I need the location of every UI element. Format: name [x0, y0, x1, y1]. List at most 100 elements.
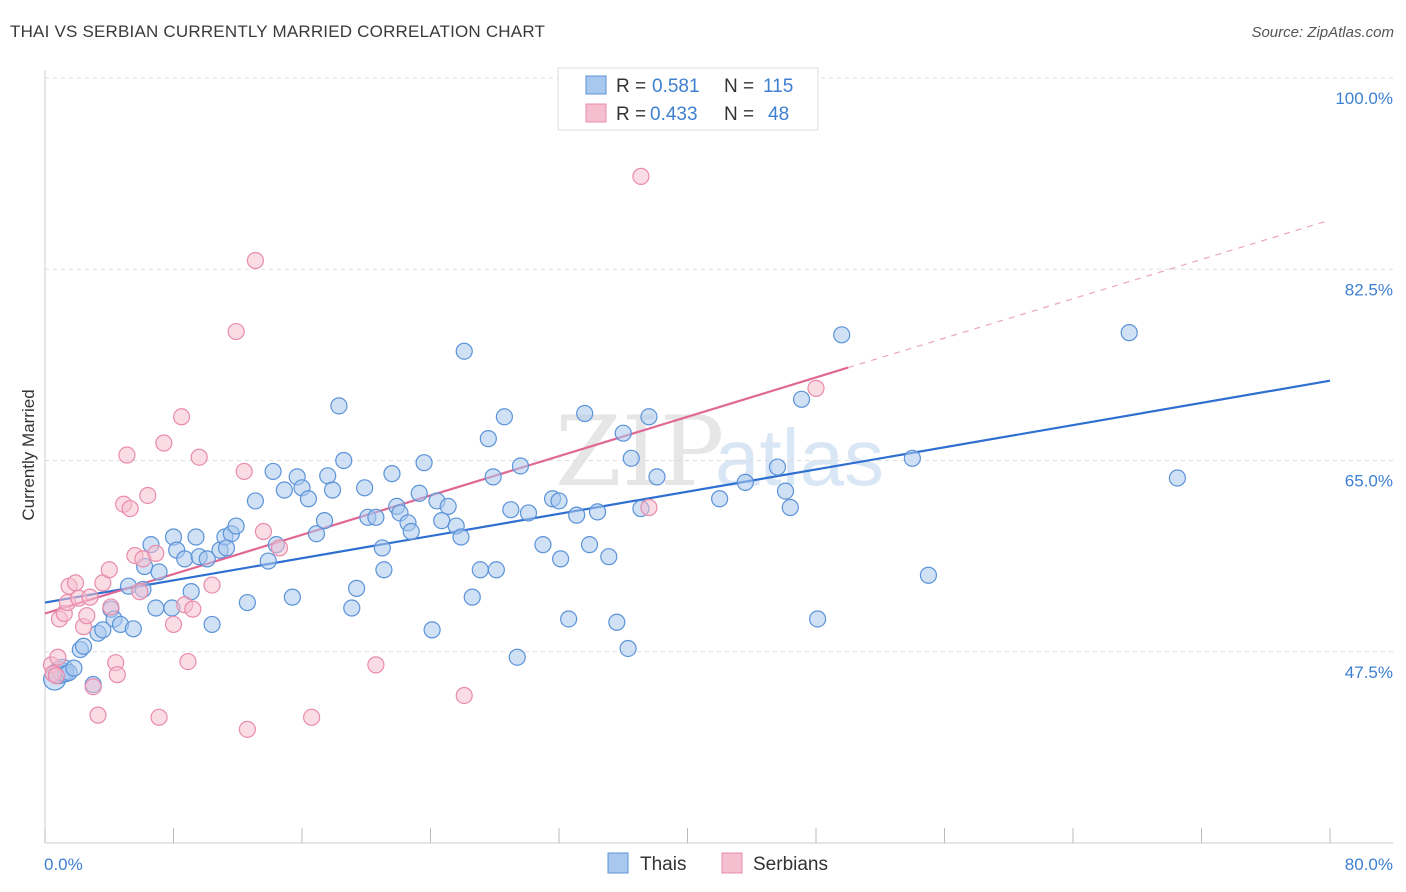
thai-point-105: [809, 610, 827, 628]
thai-point-36: [246, 492, 265, 510]
thai-point-85: [552, 550, 570, 568]
tick-labels: 47.5% 65.0% 82.5% 100.0% 0.0% 80.0%: [44, 89, 1393, 874]
serbian-point-33: [179, 652, 197, 671]
thai-point-74: [479, 430, 497, 448]
thai-point-44: [299, 490, 318, 508]
serbian-point-27: [147, 544, 165, 562]
serbian-point-48: [807, 379, 825, 397]
thai-point-84: [550, 492, 568, 510]
thai-trend-line: [44, 379, 1331, 604]
thai-point-82: [534, 536, 552, 554]
serbian-point-29: [155, 434, 173, 452]
thai-point-102: [776, 482, 795, 500]
legend-r-value-serbians: 0.433: [650, 104, 698, 125]
serbian-trend-line: [44, 366, 849, 615]
thai-point-72: [463, 588, 481, 606]
thai-point-79: [511, 457, 530, 475]
legend-box: R = 0.581 N = 115 R = 0.433 N = 48: [557, 67, 819, 131]
legend-r-label-thais: R =: [616, 76, 646, 97]
serbian-point-12: [81, 588, 99, 606]
thai-point-78: [502, 501, 520, 519]
serbian-point-3: [49, 648, 67, 666]
thai-point-14: [124, 620, 142, 638]
serbian-point-35: [190, 448, 208, 466]
chart-title: THAI VS SERBIAN CURRENTLY MARRIED CORREL…: [10, 22, 546, 41]
bottom-legend: Thais Serbians: [607, 852, 828, 875]
serbian-point-42: [270, 539, 289, 557]
thai-point-41: [283, 588, 301, 606]
thai-point-29: [203, 615, 221, 634]
serbian-point-24: [131, 583, 149, 601]
serbian-point-17: [102, 598, 120, 616]
serbian-point-39: [238, 720, 256, 738]
thai-point-101: [768, 458, 787, 476]
thai-point-58: [383, 465, 401, 483]
thai-point-80: [508, 648, 526, 666]
thai-point-88: [576, 404, 594, 423]
thai-point-87: [568, 506, 586, 524]
thai-point-45: [307, 525, 326, 543]
thai-point-49: [330, 397, 348, 415]
legend-n-label-thais: N =: [724, 76, 754, 97]
thai-point-110: [1168, 469, 1187, 487]
y-tick-label-1: 65.0%: [1345, 472, 1393, 491]
thai-point-81: [519, 504, 538, 522]
bottom-legend-swatch-thais: [607, 852, 629, 874]
thai-point-35: [238, 593, 256, 612]
thai-point-68: [439, 497, 457, 515]
serbian-point-37: [227, 322, 245, 341]
thai-point-93: [608, 613, 626, 631]
thai-point-92: [614, 424, 632, 442]
source-label: Source: ZipAtlas.com: [1251, 24, 1394, 41]
thai-point-77: [495, 408, 513, 426]
serbian-point-46: [632, 167, 650, 185]
thai-point-97: [640, 408, 658, 426]
grid-lines: [45, 77, 1393, 653]
serbian-point-44: [367, 656, 385, 674]
legend-n-label-serbians: N =: [724, 104, 754, 125]
thai-point-56: [375, 561, 393, 579]
serbian-point-22: [121, 499, 139, 518]
bottom-legend-label-thais: Thais: [640, 854, 686, 875]
thai-point-108: [919, 566, 938, 584]
thai-point-53: [356, 479, 374, 497]
thai-point-62: [402, 522, 420, 541]
thai-point-33: [217, 539, 236, 557]
thai-point-75: [484, 468, 502, 486]
serbian-point-26: [139, 486, 157, 505]
thai-point-94: [619, 639, 637, 658]
thai-point-71: [455, 342, 473, 360]
x-tick-label-0: 0.0%: [44, 855, 83, 874]
legend-r-label-serbians: R =: [616, 104, 646, 125]
serbian-point-38: [235, 462, 253, 481]
thai-point-63: [410, 484, 428, 502]
y-tick-label-3: 100.0%: [1335, 89, 1393, 108]
serbian-point-43: [303, 708, 321, 726]
serbian-point-30: [164, 615, 183, 634]
thai-point-86: [560, 610, 578, 628]
thai-point-107: [903, 449, 921, 467]
thai-point-40: [275, 481, 293, 499]
y-axis-label: Currently Married: [19, 389, 38, 520]
thai-point-106: [833, 326, 851, 344]
serbian-point-14: [89, 706, 107, 724]
thai-point-47: [319, 467, 337, 485]
serbian-point-31: [172, 408, 191, 426]
serbian-point-21: [118, 446, 136, 464]
serbian-point-34: [184, 600, 202, 618]
serbian-point-16: [100, 561, 118, 579]
thai-point-37: [259, 552, 277, 570]
thai-point-20: [150, 563, 168, 581]
thai-point-52: [348, 579, 366, 597]
thai-point-76: [487, 561, 505, 579]
serbian-point-8: [66, 574, 85, 592]
bottom-legend-swatch-serbians: [721, 852, 743, 874]
legend-r-value-thais: 0.581: [652, 76, 700, 97]
serbian-point-41: [254, 522, 273, 541]
thai-point-99: [711, 490, 729, 508]
serbian-point-45: [455, 686, 473, 705]
thai-point-5: [65, 659, 83, 677]
thai-point-64: [415, 454, 433, 472]
legend-n-value-thais: 115: [763, 76, 793, 97]
